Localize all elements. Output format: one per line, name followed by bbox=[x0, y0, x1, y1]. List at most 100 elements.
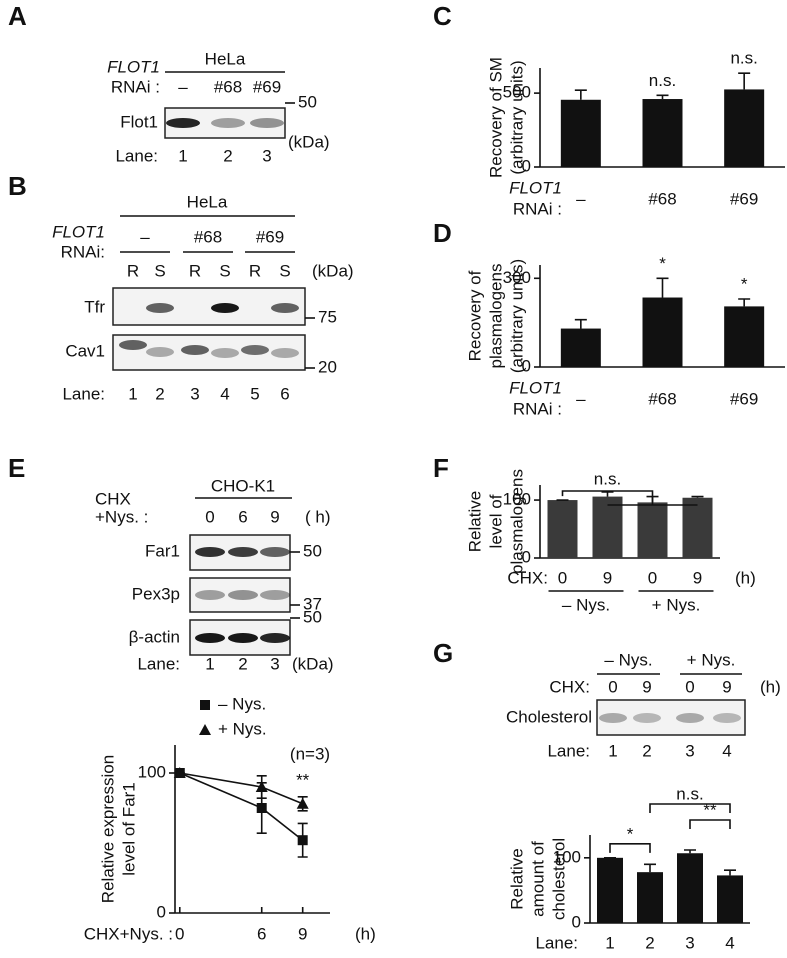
lane-number: 3 bbox=[190, 384, 199, 403]
lane-number: 4 bbox=[722, 741, 731, 760]
significance-label: n.s. bbox=[730, 49, 757, 68]
band bbox=[260, 633, 290, 643]
x-tick-label: #69 bbox=[730, 389, 758, 408]
significance-label: ** bbox=[296, 770, 310, 789]
legend-marker bbox=[200, 700, 210, 710]
error-bar bbox=[738, 72, 751, 90]
x-tick-label: #68 bbox=[648, 189, 676, 208]
lane-number: 3 bbox=[270, 654, 279, 673]
rnai-label: RNAi: bbox=[61, 242, 105, 261]
band bbox=[271, 303, 299, 313]
bar bbox=[642, 297, 683, 367]
y-tick-label: 100 bbox=[138, 762, 166, 781]
band bbox=[599, 713, 627, 723]
treatment-label: CHX: bbox=[549, 677, 590, 696]
fraction-label: R bbox=[127, 261, 139, 280]
significance-label: n.s. bbox=[594, 469, 621, 488]
y-tick-label: 0 bbox=[572, 912, 581, 931]
rnai-label: RNAi : bbox=[111, 77, 160, 96]
lane-number: 5 bbox=[250, 384, 259, 403]
panel-letter: C bbox=[433, 1, 452, 31]
x-axis-label: Lane: bbox=[535, 933, 578, 952]
band bbox=[241, 345, 269, 355]
legend-marker bbox=[199, 724, 211, 735]
gene-label: FLOT1 bbox=[107, 57, 160, 76]
band bbox=[260, 547, 290, 557]
y-tick-label: 0 bbox=[522, 547, 531, 566]
band bbox=[146, 303, 174, 313]
lane-number: 3 bbox=[262, 146, 271, 165]
error-bar bbox=[574, 89, 587, 100]
panel-letter: G bbox=[433, 638, 453, 668]
bar bbox=[547, 500, 578, 558]
blot-label: Cav1 bbox=[65, 341, 105, 360]
lane-number: 2 bbox=[238, 654, 247, 673]
significance-label: n.s. bbox=[649, 71, 676, 90]
lane-number: 2 bbox=[223, 146, 232, 165]
group-label: – Nys. bbox=[562, 595, 610, 614]
band bbox=[633, 713, 661, 723]
bar bbox=[637, 502, 668, 558]
x-tick-label: #69 bbox=[730, 189, 758, 208]
lane-number: 4 bbox=[220, 384, 229, 403]
legend-label: + Nys. bbox=[218, 719, 267, 738]
bar bbox=[642, 99, 683, 167]
x-tick-label: 2 bbox=[645, 933, 654, 952]
x-axis-label: FLOT1 bbox=[509, 378, 562, 397]
marker-label: 20 bbox=[318, 357, 337, 376]
bracket bbox=[609, 843, 651, 853]
panel-letter: D bbox=[433, 218, 452, 248]
band bbox=[228, 633, 258, 643]
group-label: #69 bbox=[256, 227, 284, 246]
lane-condition: – bbox=[178, 77, 188, 96]
significance-label: * bbox=[659, 254, 666, 273]
blot-label: Tfr bbox=[84, 297, 105, 316]
point bbox=[297, 835, 308, 846]
lane-condition: #69 bbox=[253, 77, 281, 96]
group-label: + Nys. bbox=[687, 650, 736, 669]
group-label: – bbox=[140, 227, 150, 246]
lane-number: 3 bbox=[685, 741, 694, 760]
unit-label: (h) bbox=[760, 677, 781, 696]
y-axis-label: level of Far1 bbox=[119, 782, 138, 876]
panel-letter: B bbox=[8, 171, 27, 201]
significance-label: * bbox=[741, 274, 748, 293]
fraction-label: R bbox=[249, 261, 261, 280]
band bbox=[195, 547, 225, 557]
bracket bbox=[561, 490, 698, 506]
fraction-label: R bbox=[189, 261, 201, 280]
unit-label: (h) bbox=[735, 568, 756, 587]
band bbox=[195, 590, 225, 600]
group-label: + Nys. bbox=[652, 595, 701, 614]
x-axis-label: CHX: bbox=[507, 568, 548, 587]
error-bar bbox=[691, 495, 704, 498]
y-axis-label: (arbitrary units) bbox=[507, 259, 526, 373]
significance-label: n.s. bbox=[676, 784, 703, 803]
treatment-label: CHX bbox=[95, 489, 131, 508]
band bbox=[211, 118, 245, 128]
time-label: 9 bbox=[722, 677, 731, 696]
lane-label: Lane: bbox=[547, 741, 590, 760]
x-axis-label: FLOT1 bbox=[509, 178, 562, 197]
bracket bbox=[649, 803, 731, 813]
y-axis-label: plasmalogens bbox=[507, 469, 526, 574]
bar bbox=[724, 89, 765, 167]
fraction-label: S bbox=[154, 261, 165, 280]
lane-label: Lane: bbox=[62, 384, 105, 403]
error-bar bbox=[724, 869, 736, 876]
y-axis-label: Relative expression bbox=[98, 755, 117, 903]
time-label: 0 bbox=[205, 507, 214, 526]
y-tick-label: 100 bbox=[553, 847, 581, 866]
time-label: 9 bbox=[642, 677, 651, 696]
lane-number: 6 bbox=[280, 384, 289, 403]
x-tick-label: 4 bbox=[725, 933, 734, 952]
y-tick-label: 500 bbox=[503, 83, 531, 102]
blot-label: Far1 bbox=[145, 541, 180, 560]
band bbox=[260, 590, 290, 600]
cell-label: HeLa bbox=[205, 49, 246, 68]
error-bar bbox=[656, 277, 669, 298]
bar bbox=[724, 306, 765, 367]
blot bbox=[189, 577, 291, 613]
unit-label: (kDa) bbox=[288, 132, 330, 151]
